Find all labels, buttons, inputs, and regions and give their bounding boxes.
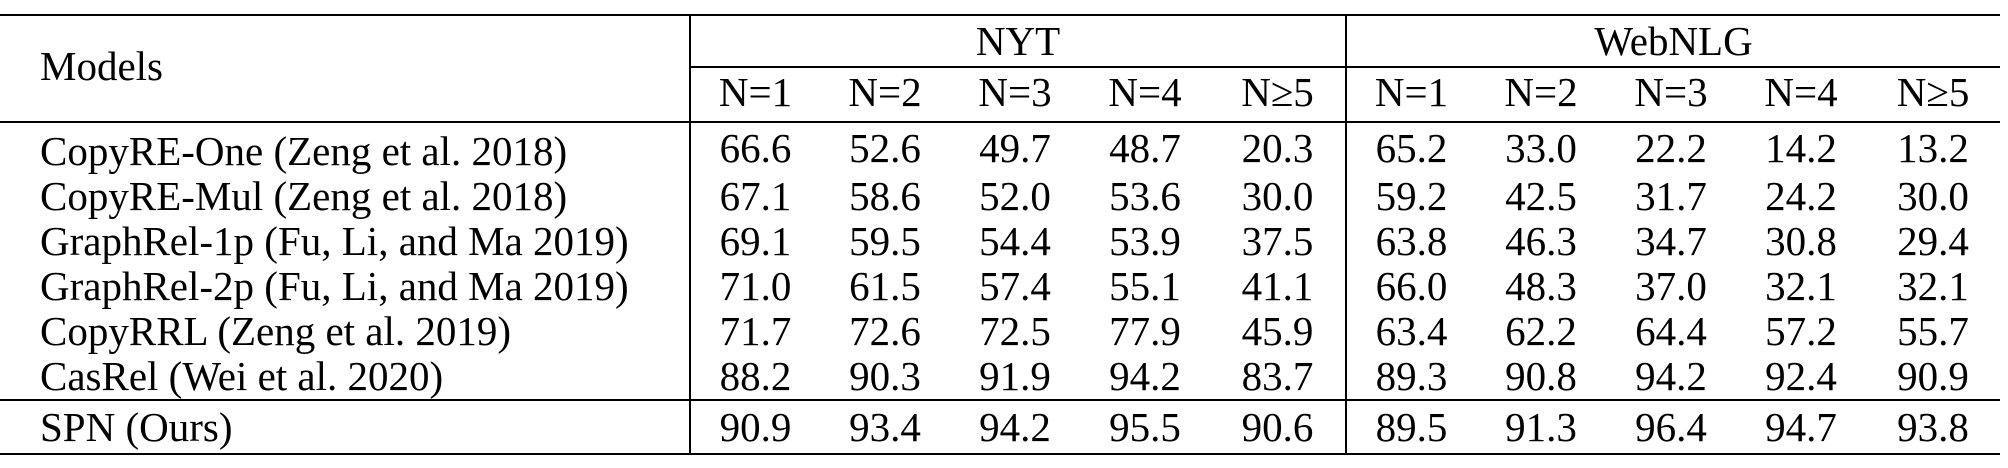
table-cell: 94.2 xyxy=(1635,353,1707,399)
table-cell: 71.0 xyxy=(689,264,820,309)
nyt-group-header: NYT xyxy=(688,14,1347,67)
table-cell: 96.4 xyxy=(1606,399,1737,455)
table-cell: 71.7 xyxy=(689,309,820,354)
table-cell: 66.6 xyxy=(689,122,820,174)
table-cell: 46.3 xyxy=(1505,218,1577,264)
best-result-row: SPN (Ours) 90.9 93.4 94.2 95.5 90.6 89.5… xyxy=(0,399,2001,455)
table-cell: 90.8 xyxy=(1505,353,1577,399)
table-cell: 89.3 xyxy=(1345,354,1477,400)
table-cell: 42.5 xyxy=(1505,173,1577,219)
table-cell: 93.8 xyxy=(1866,399,2001,455)
table-cell: 53.9 xyxy=(1109,218,1181,264)
table-cell: 24.2 xyxy=(1765,173,1837,219)
table-cell: 22.2 xyxy=(1635,125,1707,171)
model-name: CopyRE-One (Zeng et al. 2018) xyxy=(40,128,568,174)
table-cell: 94.7 xyxy=(1736,399,1867,455)
table-row: GraphRel-1p (Fu, Li, and Ma 2019) 69.1 5… xyxy=(0,219,2000,264)
model-name: GraphRel-2p (Fu, Li, and Ma 2019) xyxy=(40,263,629,309)
table-cell: 30.0 xyxy=(1897,173,1969,219)
table-cell: 55.7 xyxy=(1897,308,1969,354)
table-cell: 88.2 xyxy=(689,354,820,400)
table-row: CopyRE-Mul (Zeng et al. 2018) 67.1 58.6 … xyxy=(0,174,2000,219)
table-cell: 72.5 xyxy=(979,308,1051,354)
table-cell: 64.4 xyxy=(1635,308,1707,354)
table-cell: 52.6 xyxy=(849,125,921,171)
table-cell: 13.2 xyxy=(1897,125,1969,171)
table-cell: 48.3 xyxy=(1505,263,1577,309)
table-row: CopyRRL (Zeng et al. 2019) 71.7 72.6 72.… xyxy=(0,309,2000,354)
table-cell: 30.0 xyxy=(1241,173,1314,219)
table-cell: 37.0 xyxy=(1635,263,1707,309)
table-cell: 72.6 xyxy=(849,308,921,354)
table-cell: 55.1 xyxy=(1109,263,1181,309)
table-cell: 91.3 xyxy=(1476,399,1607,455)
table-cell: 83.7 xyxy=(1241,353,1314,399)
table-cell: 94.2 xyxy=(950,399,1080,455)
table-cell: 90.6 xyxy=(1210,399,1347,455)
table-cell: 90.9 xyxy=(1897,353,1969,399)
table-cell: 63.8 xyxy=(1345,219,1477,264)
nyt-col-n5plus: N≥5 xyxy=(1210,66,1347,117)
model-name: GraphRel-1p (Fu, Li, and Ma 2019) xyxy=(40,218,629,264)
table-cell: 69.1 xyxy=(689,219,820,264)
table-cell: 77.9 xyxy=(1109,308,1181,354)
model-name: CopyRRL (Zeng et al. 2019) xyxy=(40,308,512,354)
table-cell: 67.1 xyxy=(689,174,820,219)
table-cell: 61.5 xyxy=(849,263,921,309)
table-cell: 92.4 xyxy=(1765,353,1837,399)
webnlg-group-header: WebNLG xyxy=(1345,14,2001,67)
table-row: GraphRel-2p (Fu, Li, and Ma 2019) 71.0 6… xyxy=(0,264,2000,309)
table-cell: 29.4 xyxy=(1897,218,1969,264)
webnlg-col-n1: N=1 xyxy=(1345,66,1477,117)
nyt-col-n3: N=3 xyxy=(950,66,1080,117)
table-cell: 34.7 xyxy=(1635,218,1707,264)
table-cell: 89.5 xyxy=(1345,399,1477,455)
table-cell: 62.2 xyxy=(1505,308,1577,354)
table-cell: 53.6 xyxy=(1109,173,1181,219)
table-cell: 37.5 xyxy=(1241,218,1314,264)
table-cell: 63.4 xyxy=(1345,309,1477,354)
model-name: CasRel (Wei et al. 2020) xyxy=(40,353,444,399)
table-cell: 93.4 xyxy=(820,399,950,455)
results-table: Models NYT WebNLG N=1 N=2 N=3 N=4 N≥5 N=… xyxy=(0,14,2001,455)
model-name: SPN (Ours) xyxy=(0,399,690,455)
table-cell: 32.1 xyxy=(1765,263,1837,309)
webnlg-col-n5plus: N≥5 xyxy=(1866,66,2001,117)
nyt-col-n1: N=1 xyxy=(689,66,820,117)
nyt-col-n4: N=4 xyxy=(1080,66,1210,117)
table-cell: 41.1 xyxy=(1241,263,1314,309)
table-cell: 94.2 xyxy=(1109,353,1181,399)
table-cell: 33.0 xyxy=(1505,125,1577,171)
table-cell: 59.5 xyxy=(849,218,921,264)
webnlg-col-n4: N=4 xyxy=(1736,66,1867,117)
table-cell: 66.0 xyxy=(1345,264,1477,309)
table-cell: 48.7 xyxy=(1109,125,1181,171)
table-cell: 90.9 xyxy=(689,399,820,455)
table-cell: 57.4 xyxy=(979,263,1051,309)
models-column-header: Models xyxy=(0,14,690,117)
table-cell: 95.5 xyxy=(1080,399,1210,455)
table-cell: 20.3 xyxy=(1241,125,1314,171)
webnlg-col-n3: N=3 xyxy=(1606,66,1737,117)
table-cell: 65.2 xyxy=(1345,122,1477,174)
webnlg-col-n2: N=2 xyxy=(1476,66,1607,117)
table-cell: 52.0 xyxy=(979,173,1051,219)
table-cell: 57.2 xyxy=(1765,308,1837,354)
table-cell: 31.7 xyxy=(1635,173,1707,219)
table-cell: 91.9 xyxy=(979,353,1051,399)
table-row: CopyRE-One (Zeng et al. 2018) 66.6 52.6 … xyxy=(0,122,2000,174)
table-cell: 90.3 xyxy=(849,353,921,399)
table-cell: 49.7 xyxy=(979,125,1051,171)
table-cell: 32.1 xyxy=(1897,263,1969,309)
table-cell: 14.2 xyxy=(1765,125,1837,171)
table-cell: 54.4 xyxy=(979,218,1051,264)
table-cell: 30.8 xyxy=(1765,218,1837,264)
table-cell: 58.6 xyxy=(849,173,921,219)
table-cell: 59.2 xyxy=(1345,174,1477,219)
table-cell: 45.9 xyxy=(1241,308,1314,354)
nyt-col-n2: N=2 xyxy=(820,66,950,117)
model-name: CopyRE-Mul (Zeng et al. 2018) xyxy=(40,173,568,219)
table-row: CasRel (Wei et al. 2020) 88.2 90.3 91.9 … xyxy=(0,354,2000,400)
